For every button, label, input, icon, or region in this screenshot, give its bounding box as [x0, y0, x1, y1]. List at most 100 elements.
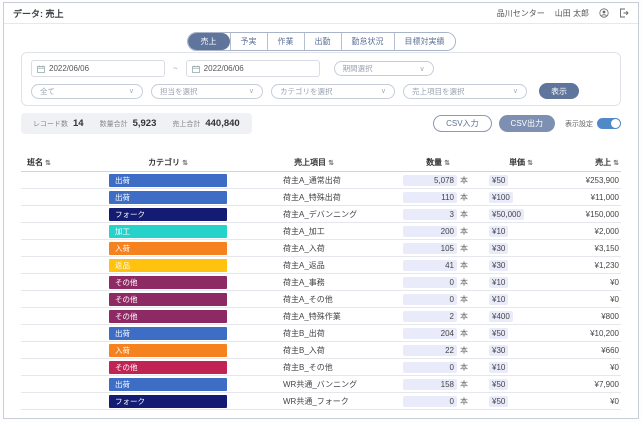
date-to-input[interactable]: 2022/06/06	[185, 60, 320, 77]
calendar-icon	[191, 65, 200, 73]
table-row: 出荷 荷主A_特殊出荷 110 本 ¥100 ¥11,000	[21, 189, 621, 206]
csv-import-button[interactable]: CSV入力	[433, 115, 492, 132]
item-cell: WR共通_フォーク	[283, 396, 349, 406]
table-row: 出荷 荷主A_通常出荷 5,078 本 ¥50 ¥253,900	[21, 172, 621, 189]
top-bar: データ: 売上 品川センター 山田 太郎	[4, 3, 638, 24]
sales-cell: ¥10,200	[590, 328, 619, 338]
qty-value: 110	[403, 191, 457, 203]
sort-icon: ⇅	[328, 159, 334, 167]
qty-value: 105	[403, 242, 457, 254]
header-category[interactable]: カテゴリ ⇅	[148, 157, 188, 167]
sort-icon: ⇅	[182, 159, 188, 167]
table-row: 出荷 荷主B_出荷 204 本 ¥50 ¥10,200	[21, 325, 621, 342]
date-to-value: 2022/06/06	[203, 64, 244, 73]
sales-table: 班名 ⇅ カテゴリ ⇅ 売上項目 ⇅ 数量 ⇅ 単価 ⇅ 売上 ⇅ 出荷 荷主A_通常出荷 …	[21, 153, 621, 410]
qty-unit: 本	[460, 396, 468, 406]
chevron-down-icon: ∨	[512, 88, 518, 95]
category-badge: フォーク	[109, 207, 227, 221]
date-range-separator: ~	[173, 64, 178, 73]
table-row: 入荷 荷主A_入荷 105 本 ¥30 ¥3,150	[21, 240, 621, 257]
sales-cell: ¥2,000	[594, 226, 619, 236]
item-cell: 荷主B_出荷	[283, 328, 325, 338]
qty-value: 22	[403, 344, 457, 356]
price-value: ¥50	[489, 378, 509, 390]
price-value: ¥50	[489, 174, 509, 186]
item-cell: 荷主A_返品	[283, 260, 325, 270]
chevron-down-icon: ∨	[248, 88, 254, 95]
table-row: その他 荷主A_その他 0 本 ¥10 ¥0	[21, 291, 621, 308]
price-value: ¥30	[489, 242, 509, 254]
item-cell: 荷主A_通常出荷	[283, 175, 341, 185]
category-badge: フォーク	[109, 394, 227, 408]
sales-cell: ¥0	[610, 396, 619, 406]
tab-予実[interactable]: 予実	[229, 33, 267, 50]
center-name: 品川センター	[496, 8, 545, 18]
logout-icon[interactable]	[619, 8, 629, 18]
sales-cell: ¥0	[610, 277, 619, 287]
header-price[interactable]: 単価 ⇅	[509, 157, 533, 167]
qty-unit: 本	[460, 345, 468, 355]
price-value: ¥50	[489, 395, 509, 407]
price-value: ¥30	[489, 344, 509, 356]
staff-select[interactable]: 担当を選択 ∨	[151, 83, 263, 99]
category-badge: 入荷	[109, 241, 227, 255]
price-value: ¥100	[489, 191, 513, 203]
user-icon[interactable]	[599, 8, 609, 18]
qty-value: 41	[403, 259, 457, 271]
tab-出勤[interactable]: 出勤	[303, 33, 341, 50]
qty-value: 2	[403, 310, 457, 322]
show-button[interactable]: 表示	[539, 83, 579, 99]
table-row: 加工 荷主A_加工 200 本 ¥10 ¥2,000	[21, 223, 621, 240]
summary-chip: レコード数 14 数量合計 5,923 売上合計 440,840	[21, 113, 252, 134]
sales-cell: ¥11,000	[590, 192, 619, 202]
sort-icon: ⇅	[613, 159, 619, 167]
price-value: ¥400	[489, 310, 513, 322]
qty-value: 158	[403, 378, 457, 390]
price-value: ¥50	[489, 327, 509, 339]
date-from-input[interactable]: 2022/06/06	[31, 60, 165, 77]
tab-作業[interactable]: 作業	[266, 33, 304, 50]
sales-cell: ¥660	[601, 345, 619, 355]
sort-icon: ⇅	[444, 159, 450, 167]
qty-value: 0	[403, 361, 457, 373]
csv-export-button[interactable]: CSV出力	[498, 115, 555, 132]
price-value: ¥10	[489, 225, 509, 237]
category-select[interactable]: カテゴリを選択 ∨	[271, 83, 395, 99]
qty-value: 200	[403, 225, 457, 237]
period-select[interactable]: 期間選択 ∨	[333, 61, 434, 76]
qty-unit: 本	[460, 243, 468, 253]
category-badge: 出荷	[109, 173, 227, 187]
header-item[interactable]: 売上項目 ⇅	[294, 157, 334, 167]
sales-total: 売上合計 440,840	[172, 118, 240, 129]
sales-item-select[interactable]: 売上項目を選択 ∨	[403, 83, 527, 99]
sort-icon: ⇅	[527, 159, 533, 167]
filter-panel: 2022/06/06 ~ 2022/06/06 期間選択 ∨ 全て ∨ 担当を選…	[21, 52, 621, 106]
calendar-icon	[37, 65, 45, 73]
price-value: ¥30	[489, 259, 509, 271]
category-badge: 出荷	[109, 377, 227, 391]
header-sales[interactable]: 売上 ⇅	[595, 157, 619, 167]
team-select[interactable]: 全て ∨	[31, 83, 143, 99]
sales-cell: ¥0	[610, 362, 619, 372]
toggle-knob	[611, 119, 620, 128]
price-value: ¥10	[489, 293, 509, 305]
tab-勤怠状況[interactable]: 勤怠状況	[340, 33, 394, 50]
date-from-value: 2022/06/06	[49, 64, 90, 73]
item-cell: 荷主A_特殊出荷	[283, 192, 341, 202]
header-quantity[interactable]: 数量 ⇅	[426, 157, 450, 167]
table-row: 出荷 WR共通_バンニング 158 本 ¥50 ¥7,900	[21, 376, 621, 393]
category-badge: その他	[109, 292, 227, 306]
sales-cell: ¥1,230	[594, 260, 619, 270]
display-setting-toggle[interactable]	[597, 118, 621, 129]
qty-value: 0	[403, 276, 457, 288]
tab-売上[interactable]: 売上	[187, 33, 230, 50]
summary-row: レコード数 14 数量合計 5,923 売上合計 440,840 CSV入力 C…	[21, 113, 621, 134]
price-value: ¥10	[489, 276, 509, 288]
table-row: その他 荷主B_その他 0 本 ¥10 ¥0	[21, 359, 621, 376]
table-header: 班名 ⇅ カテゴリ ⇅ 売上項目 ⇅ 数量 ⇅ 単価 ⇅ 売上 ⇅	[21, 153, 621, 172]
tab-目標対実績[interactable]: 目標対実績	[393, 33, 455, 50]
chevron-down-icon: ∨	[128, 88, 134, 95]
qty-unit: 本	[460, 362, 468, 372]
sales-cell: ¥150,000	[585, 209, 619, 219]
header-team[interactable]: 班名 ⇅	[27, 157, 51, 167]
